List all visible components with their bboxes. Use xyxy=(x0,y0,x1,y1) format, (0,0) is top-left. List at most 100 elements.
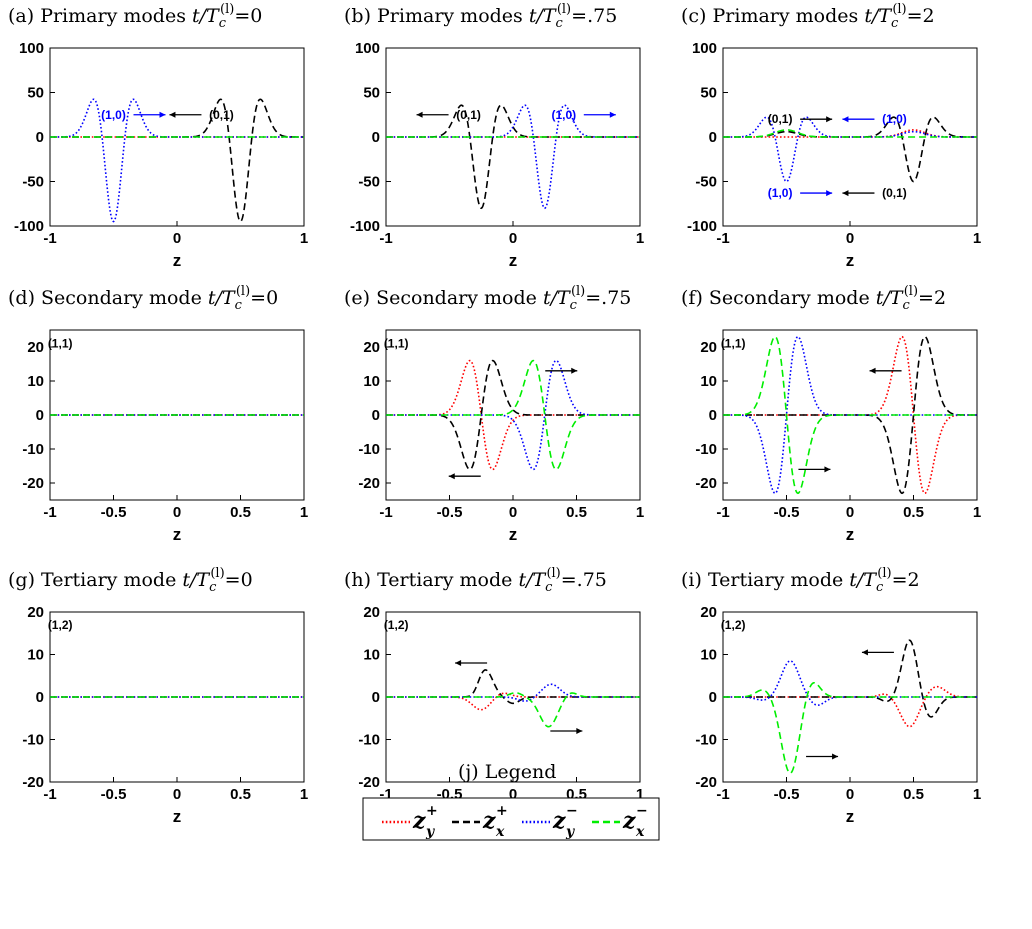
x-tick-label: 0 xyxy=(173,786,181,803)
annotation-arrow-head xyxy=(861,649,868,656)
x-tick-label: 0 xyxy=(173,230,181,247)
title-suffix: .75 xyxy=(587,5,617,27)
panel-title: (d) Secondary mode t/Tc(l)=0 xyxy=(8,284,278,313)
y-tick-label: -100 xyxy=(14,218,44,235)
legend-sub: y xyxy=(565,824,575,840)
panel-f: (f) Secondary mode t/Tc(l)=2-20-1001020-… xyxy=(681,284,981,544)
y-tick-label: 20 xyxy=(27,604,44,621)
y-tick-label: -10 xyxy=(358,732,380,749)
x-tick-label: -1 xyxy=(716,504,729,521)
series-line-zx_plus xyxy=(723,116,977,183)
annotation-arrow-head xyxy=(159,111,166,118)
x-tick-label: 0 xyxy=(846,786,854,803)
legend-entry: z − y xyxy=(522,803,578,840)
annotation-label: (0,1) xyxy=(768,112,793,126)
title-suffix: 0 xyxy=(266,287,278,309)
annotation-arrow-head xyxy=(832,753,839,760)
annotation-label: (0,1) xyxy=(882,186,907,200)
legend-sup: + xyxy=(496,803,508,819)
x-axis-label: z xyxy=(846,251,855,270)
y-tick-label: 10 xyxy=(27,647,44,664)
series-line-zy_plus xyxy=(386,692,640,711)
panel-title: (a) Primary modes t/Tc(l)=0 xyxy=(8,2,262,31)
y-tick-label: 10 xyxy=(700,373,717,390)
annotation-arrow-head xyxy=(169,111,176,118)
x-tick-label: -0.5 xyxy=(101,786,127,803)
legend: (j) Legend z +y z +x z −y z −x xyxy=(362,761,660,841)
x-axis-label: z xyxy=(173,807,182,826)
annotation-label: (1,1) xyxy=(48,337,73,351)
y-tick-label: 10 xyxy=(700,647,717,664)
legend-label: z xyxy=(482,808,496,834)
panel-c: (c) Primary modes t/Tc(l)=2 -100 -50 0 50 100… xyxy=(681,2,981,270)
annotation-arrow-head xyxy=(455,660,462,666)
x-tick-label: 1 xyxy=(300,504,308,521)
annotation-label: (1,1) xyxy=(721,337,746,351)
x-tick-label: -1 xyxy=(43,230,56,247)
y-tick-label: -20 xyxy=(22,475,44,492)
y-tick-label: -50 xyxy=(358,174,380,191)
y-tick-label: 0 xyxy=(372,129,380,146)
x-tick-label: 0 xyxy=(509,230,517,247)
x-tick-label: -1 xyxy=(379,504,392,521)
y-tick-label: 0 xyxy=(36,407,44,424)
y-tick-label: 0 xyxy=(709,129,717,146)
y-tick-label: 0 xyxy=(709,689,717,706)
x-tick-label: 0.5 xyxy=(566,504,587,521)
x-axis-label: z xyxy=(846,525,855,544)
x-tick-label: -1 xyxy=(43,504,56,521)
annotation-label: (1,0) xyxy=(882,112,907,126)
x-tick-label: 1 xyxy=(973,504,981,521)
title-prefix: (i) Tertiary mode xyxy=(681,569,849,591)
y-tick-label: 50 xyxy=(700,85,717,102)
x-axis-label: z xyxy=(846,807,855,826)
y-tick-label: 0 xyxy=(36,689,44,706)
y-tick-label: -20 xyxy=(695,475,717,492)
panel-title: (f) Secondary mode t/Tc(l)=2 xyxy=(681,284,946,313)
series-line-zy_minus xyxy=(386,104,640,210)
x-axis-label: z xyxy=(509,525,518,544)
y-tick-label: -20 xyxy=(358,774,380,791)
series-line-zy_minus xyxy=(50,98,304,223)
y-tick-label: -20 xyxy=(22,774,44,791)
series-line-zx_minus xyxy=(723,682,977,775)
y-tick-label: 10 xyxy=(363,647,380,664)
panel-grid: (a) Primary modes t/Tc(l)=0-100-50050100… xyxy=(8,2,981,826)
panel-title: (g) Tertiary mode t/Tc(l)=0 xyxy=(8,566,253,595)
panel-a: (a) Primary modes t/Tc(l)=0-100-50050100… xyxy=(8,2,308,270)
series-line-zx_plus xyxy=(50,98,304,223)
panel-i: (i) Tertiary mode t/Tc(l)=2-20-1001020-1… xyxy=(681,566,981,826)
title-prefix: (b) Primary modes xyxy=(344,5,529,27)
x-tick-label: 1 xyxy=(636,504,644,521)
x-axis-label: z xyxy=(173,525,182,544)
annotation-arrow-head xyxy=(826,190,833,197)
legend-sub: x xyxy=(495,824,505,840)
x-tick-label: 0 xyxy=(509,504,517,521)
series-line-zx_minus xyxy=(386,359,640,471)
panel-e: (e) Secondary mode t/Tc(l)=.75-20-100102… xyxy=(344,284,644,544)
legend-label: z xyxy=(412,808,426,834)
legend-entry: z + x xyxy=(452,803,508,840)
series-line-zx_minus xyxy=(386,691,640,728)
title-suffix: 2 xyxy=(934,287,946,309)
y-tick-label: 20 xyxy=(700,339,717,356)
annotation-label: (0,1) xyxy=(456,108,481,122)
y-tick-label: 0 xyxy=(372,407,380,424)
y-tick-label: -10 xyxy=(22,732,44,749)
x-axis-label: z xyxy=(173,251,182,270)
x-tick-label: 0 xyxy=(509,786,517,803)
y-tick-label: 10 xyxy=(363,373,380,390)
y-tick-label: -10 xyxy=(695,732,717,749)
legend-box xyxy=(362,797,660,841)
panel-b: (b) Primary modes t/Tc(l)=.75 -100 -50 0 50 1… xyxy=(344,2,644,270)
x-tick-label: -1 xyxy=(379,230,392,247)
legend-entry: z + y xyxy=(382,803,438,840)
title-prefix: (h) Tertiary mode xyxy=(344,569,518,591)
x-tick-label: -1 xyxy=(716,230,729,247)
x-tick-label: 1 xyxy=(300,786,308,803)
x-tick-label: 0.5 xyxy=(230,504,251,521)
annotation-label: (1,2) xyxy=(384,618,409,632)
series-line-zy_plus xyxy=(723,685,977,728)
title-prefix: (g) Tertiary mode xyxy=(8,569,182,591)
y-tick-label: 20 xyxy=(363,604,380,621)
